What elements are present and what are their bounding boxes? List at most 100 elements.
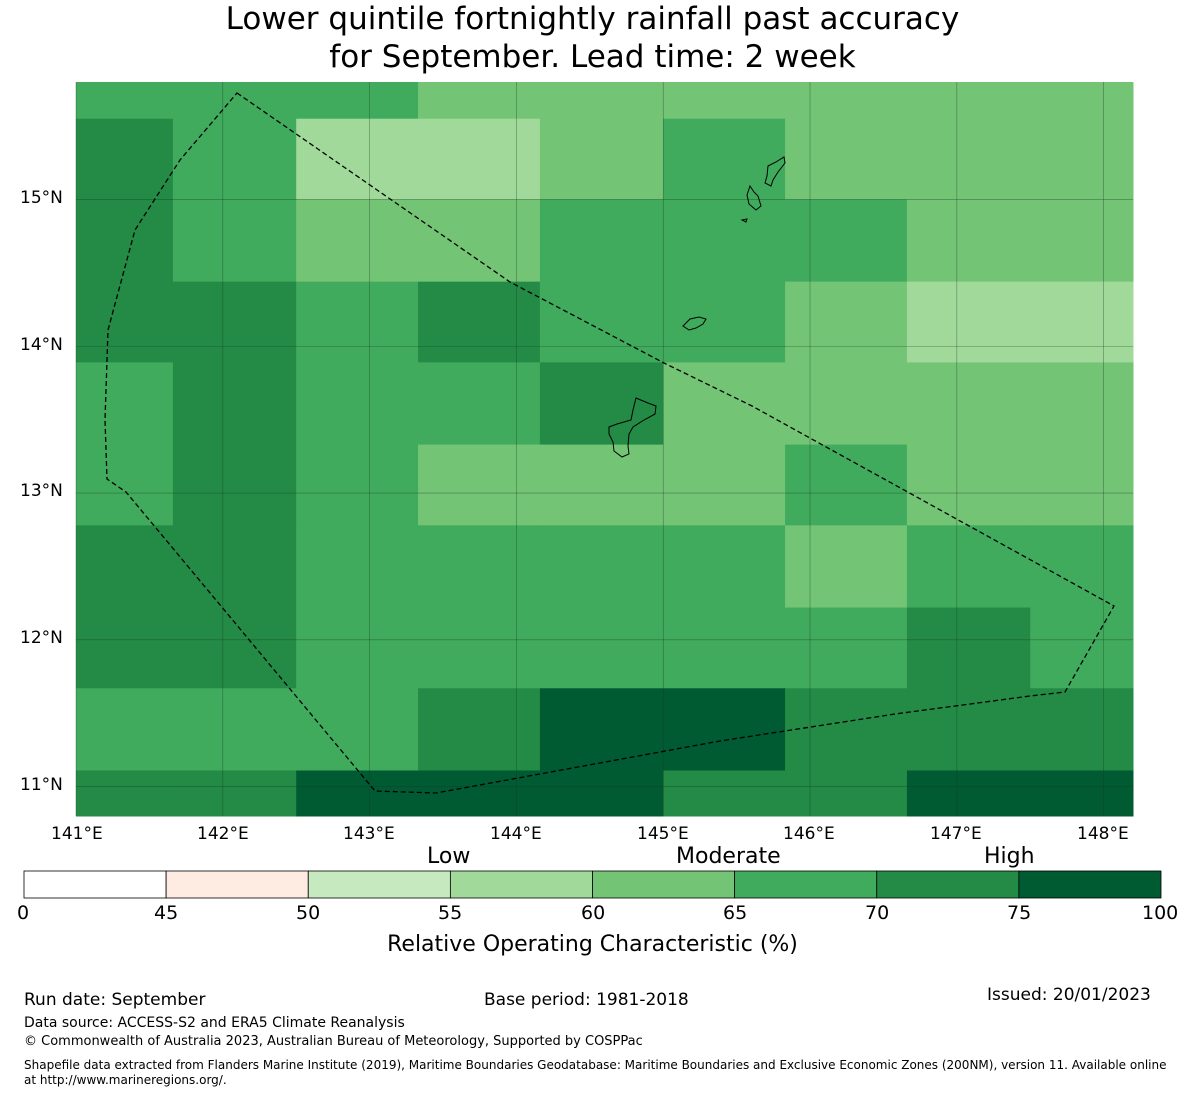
graticule: [75, 82, 1133, 816]
roc-cell-r2-c5: [663, 199, 786, 283]
roc-cell-r0-c6: [785, 82, 908, 120]
island-saipan-outline: [764, 156, 786, 187]
roc-cell-r6-c4: [539, 525, 664, 609]
cbar-tick-50: 50: [296, 902, 321, 924]
roc-cell-r7-c3: [418, 607, 541, 689]
roc-cell-r8-c4: [539, 688, 664, 771]
base-period: Base period: 1981-2018: [484, 990, 689, 1010]
roc-cell-r3-c0: [76, 281, 174, 363]
roc-cell-r8-c1: [172, 688, 297, 771]
cbar-tick-60: 60: [581, 902, 606, 924]
roc-cell-r3-c2: [296, 281, 419, 363]
title-line-2: for September. Lead time: 2 week: [329, 39, 856, 75]
roc-cell-r3-c3: [418, 281, 541, 363]
category-low: Low: [427, 844, 471, 869]
eez-boundary: [104, 92, 1115, 794]
roc-cell-r7-c2: [296, 607, 419, 689]
roc-cell-r0-c4: [539, 82, 664, 120]
roc-cell-r5-c5: [663, 444, 786, 526]
roc-cell-r1-c0: [76, 118, 174, 200]
roc-cell-r0-c5: [663, 82, 786, 120]
roc-cell-r7-c0: [76, 607, 174, 689]
roc-cell-r0-c3: [418, 82, 541, 120]
roc-cell-r1-c7: [906, 118, 1031, 200]
island-outlines: [608, 156, 786, 458]
roc-cell-r4-c1: [172, 362, 297, 446]
island-rota-outline: [682, 316, 707, 331]
roc-cell-r1-c4: [539, 118, 664, 200]
roc-cell-r9-c1: [172, 770, 297, 817]
roc-cell-r1-c1: [172, 118, 297, 200]
roc-cell-r8-c6: [785, 688, 908, 771]
roc-cell-r0-c0: [76, 82, 174, 120]
island-tinian-outline: [746, 184, 762, 211]
roc-cell-r8-c0: [76, 688, 174, 771]
roc-cell-r5-c6: [785, 444, 908, 526]
roc-cell-r3-c8: [1030, 281, 1134, 363]
roc-cell-r6-c1: [172, 525, 297, 609]
roc-cell-r2-c3: [418, 199, 541, 283]
lon-tick-143: 143°E: [343, 824, 395, 844]
roc-cell-r3-c4: [539, 281, 664, 363]
colorbar-segment-1: [165, 870, 309, 899]
roc-cell-r5-c1: [172, 444, 297, 526]
roc-cell-r2-c7: [906, 199, 1031, 283]
cbar-tick-65: 65: [723, 902, 748, 924]
lat-tick-14: 14°N: [20, 335, 63, 355]
roc-cell-r1-c6: [785, 118, 908, 200]
roc-cell-r5-c8: [1030, 444, 1134, 526]
roc-cell-r3-c6: [785, 281, 908, 363]
lat-tick-13: 13°N: [20, 481, 63, 501]
roc-cell-r5-c2: [296, 444, 419, 526]
roc-cell-r4-c7: [906, 362, 1031, 446]
roc-cell-r8-c5: [663, 688, 786, 771]
colorbar-segment-7: [1018, 870, 1162, 899]
roc-cell-r2-c1: [172, 199, 297, 283]
roc-cell-r7-c1: [172, 607, 297, 689]
roc-cell-r7-c5: [663, 607, 786, 689]
category-moderate: Moderate: [676, 844, 781, 869]
roc-cell-r2-c8: [1030, 199, 1134, 283]
roc-cell-r6-c6: [785, 525, 908, 609]
roc-cell-r8-c3: [418, 688, 541, 771]
lon-tick-144: 144°E: [490, 824, 542, 844]
roc-cell-r9-c7: [906, 770, 1031, 817]
roc-cell-r6-c7: [906, 525, 1031, 609]
lon-tick-148: 148°E: [1077, 824, 1129, 844]
roc-cell-r2-c2: [296, 199, 419, 283]
roc-cell-r8-c8: [1030, 688, 1134, 771]
copyright: © Commonwealth of Australia 2023, Austra…: [24, 1034, 643, 1049]
lon-tick-146: 146°E: [783, 824, 835, 844]
roc-cell-r1-c5: [663, 118, 786, 200]
roc-cell-r7-c6: [785, 607, 908, 689]
roc-cell-r4-c5: [663, 362, 786, 446]
island-guam-outline: [608, 397, 657, 458]
roc-cell-r9-c2: [296, 770, 419, 817]
colorbar-segment-5: [734, 870, 878, 899]
lat-tick-15: 15°N: [20, 188, 63, 208]
map-title: Lower quintile fortnightly rainfall past…: [0, 0, 1185, 76]
roc-cell-r6-c2: [296, 525, 419, 609]
title-line-1: Lower quintile fortnightly rainfall past…: [225, 1, 960, 37]
roc-cell-r9-c6: [785, 770, 908, 817]
shapefile-credit-2: at http://www.marineregions.org/.: [24, 1073, 227, 1087]
cbar-tick-45: 45: [154, 902, 179, 924]
cbar-tick-0: 0: [17, 902, 30, 924]
roc-cell-r5-c3: [418, 444, 541, 526]
shapefile-credit-1: Shapefile data extracted from Flanders M…: [24, 1058, 1167, 1072]
roc-grid-cells: [76, 82, 1134, 817]
roc-cell-r5-c0: [76, 444, 174, 526]
roc-cell-r4-c6: [785, 362, 908, 446]
colorbar-segment-4: [592, 870, 736, 899]
roc-cell-r3-c5: [663, 281, 786, 363]
roc-cell-r0-c2: [296, 82, 419, 120]
roc-cell-r9-c0: [76, 770, 174, 817]
colorbar-segment-0: [23, 870, 167, 899]
issued-date: Issued: 20/01/2023: [987, 985, 1151, 1005]
cbar-tick-55: 55: [438, 902, 463, 924]
roc-cell-r0-c8: [1030, 82, 1134, 120]
roc-cell-r4-c3: [418, 362, 541, 446]
lon-tick-141: 141°E: [51, 824, 103, 844]
roc-cell-r0-c7: [906, 82, 1031, 120]
